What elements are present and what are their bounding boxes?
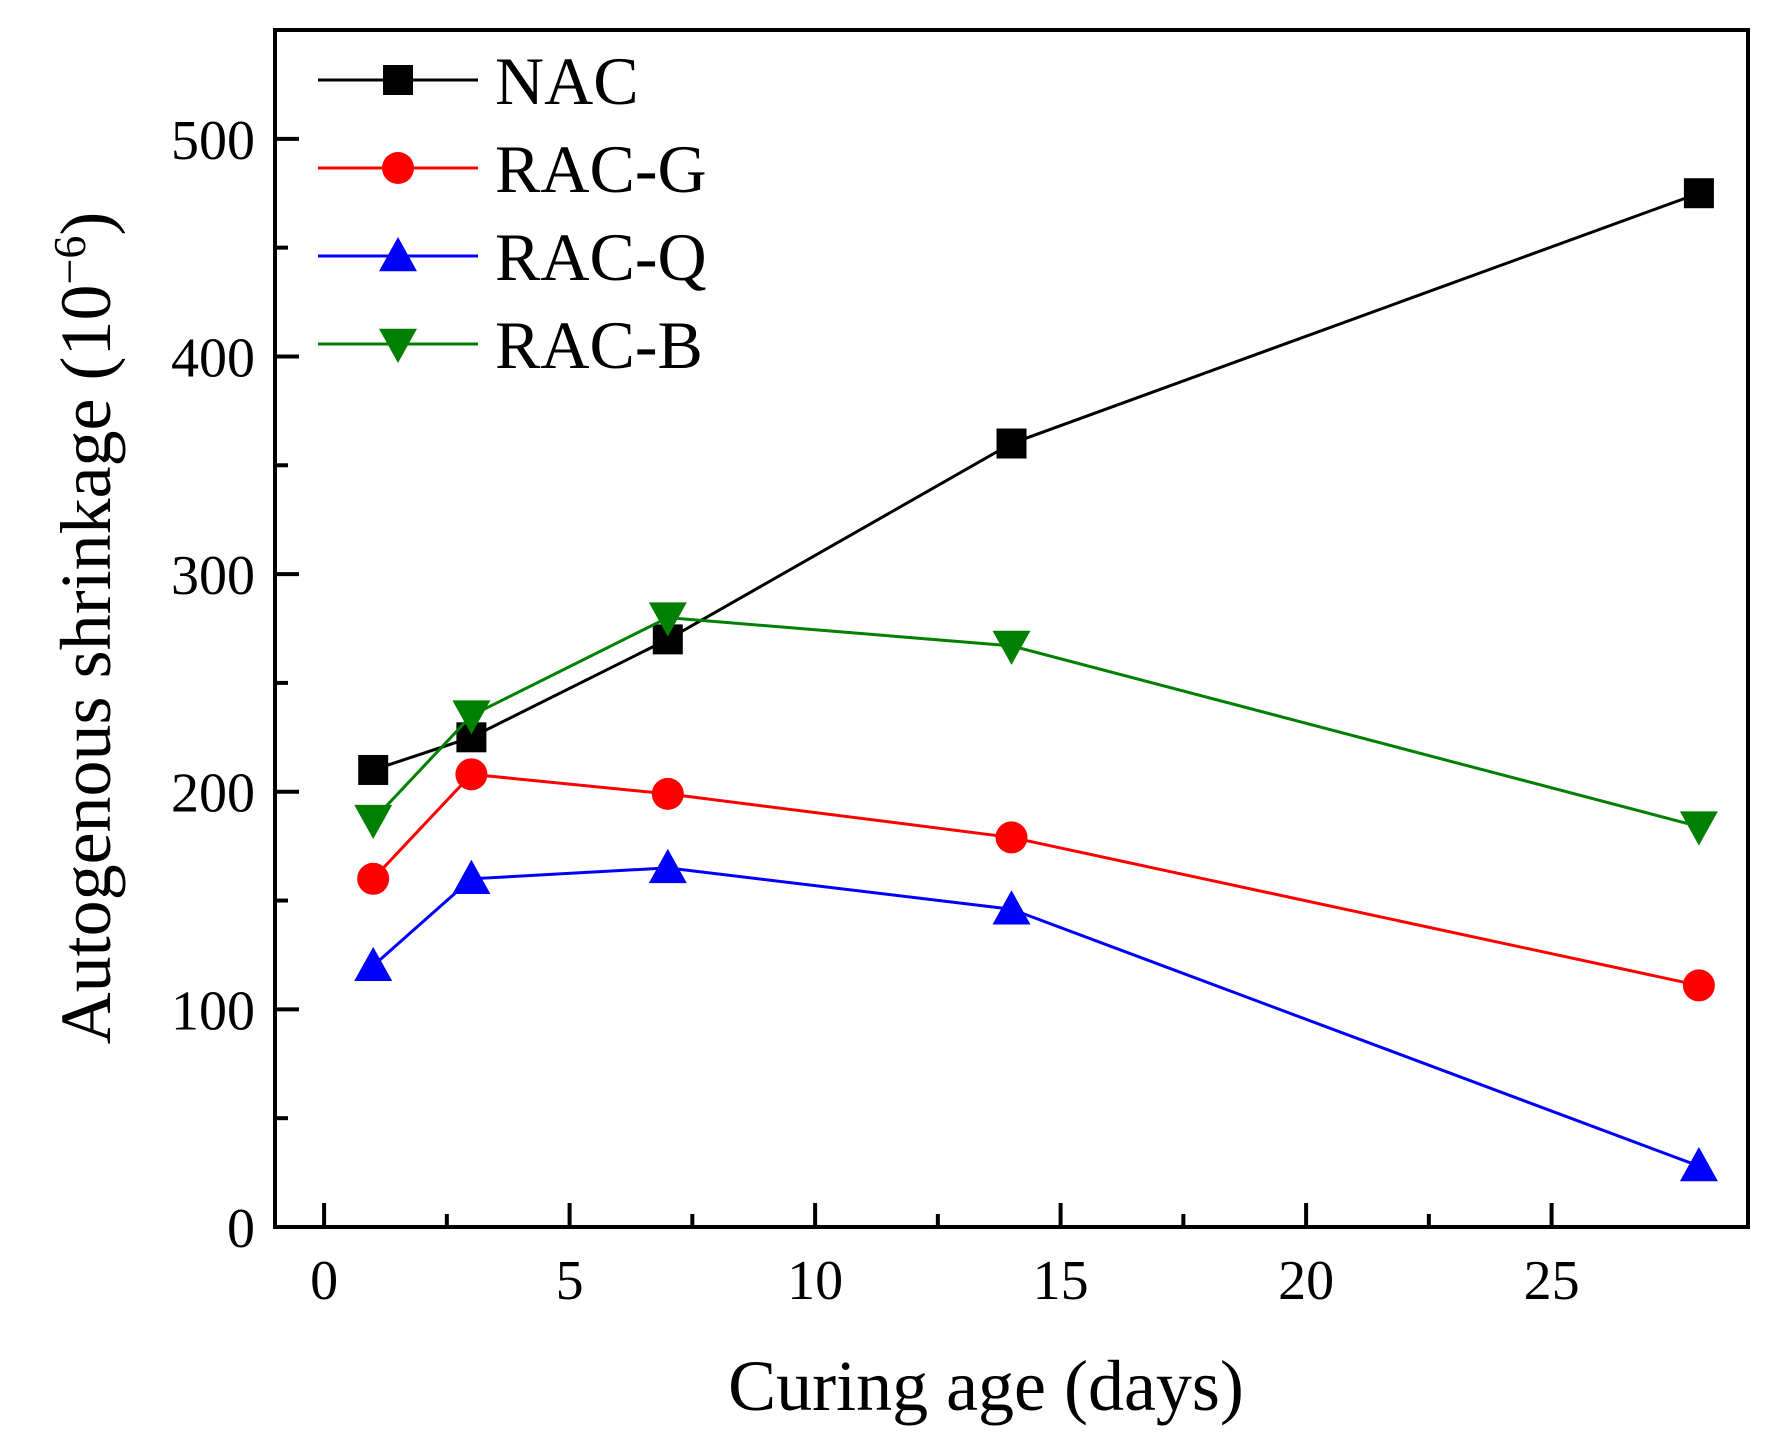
data-point-rac-q	[992, 890, 1031, 925]
series-rac-q	[354, 848, 1718, 1182]
data-point-rac-g	[1682, 969, 1715, 1002]
series-rac-b	[354, 602, 1718, 846]
legend-marker-nac	[383, 65, 413, 95]
y-axis-title-exponent: −6	[44, 236, 95, 285]
data-point-nac	[358, 754, 389, 785]
legend-label-rac-b: RAC-B	[495, 307, 703, 383]
data-point-nac	[996, 428, 1027, 459]
y-axis: 0 100 200 300 400 500	[171, 110, 299, 1260]
data-point-rac-g	[455, 758, 488, 791]
x-tick-label: 0	[310, 1250, 338, 1312]
data-point-nac	[1683, 178, 1714, 209]
x-tick-label: 25	[1524, 1250, 1580, 1312]
data-point-rac-b	[354, 804, 393, 840]
x-axis-title: Curing age (days)	[728, 1346, 1244, 1426]
data-point-rac-b	[452, 700, 491, 735]
data-point-rac-b	[648, 602, 687, 637]
y-axis-title-close: )	[46, 212, 126, 236]
legend-label-rac-g: RAC-G	[495, 131, 707, 207]
data-point-rac-q	[354, 946, 393, 982]
legend-label-rac-q: RAC-Q	[495, 219, 707, 295]
x-tick-label: 5	[556, 1250, 584, 1312]
y-axis-title-main: Autogenous shrinkage (10	[46, 285, 126, 1045]
data-point-rac-g	[357, 862, 390, 895]
series-rac-g	[357, 758, 1715, 1002]
legend-item-rac-b: RAC-B	[318, 307, 703, 383]
series-line-rac-q	[372, 866, 1700, 1168]
legend-item-nac: NAC	[318, 43, 639, 119]
series-layer	[354, 178, 1718, 1182]
series-line-rac-g	[372, 772, 1700, 987]
legend-item-rac-q: RAC-Q	[318, 219, 707, 295]
data-point-rac-q	[1679, 1147, 1718, 1182]
data-point-rac-q	[452, 859, 491, 894]
y-tick-label: 0	[227, 1198, 255, 1260]
legend-marker-rac-g	[382, 152, 414, 184]
x-tick-label: 15	[1033, 1250, 1089, 1312]
legend-marker-rac-q	[379, 237, 417, 272]
data-point-rac-b	[992, 630, 1031, 665]
y-tick-label: 300	[171, 545, 255, 607]
x-tick-label: 20	[1278, 1250, 1334, 1312]
plot-frame	[273, 28, 1750, 1229]
data-point-rac-g	[995, 821, 1028, 854]
y-tick-label: 100	[171, 980, 255, 1042]
legend: NAC RAC-G RAC-Q RAC-B	[318, 43, 707, 383]
x-axis: 0 5 10 15 20 25	[310, 1203, 1580, 1312]
y-tick-label: 200	[171, 763, 255, 825]
series-line-rac-b	[372, 616, 1700, 828]
y-tick-label: 400	[171, 327, 255, 389]
legend-label-nac: NAC	[495, 43, 639, 119]
data-point-rac-q	[648, 848, 687, 884]
data-point-rac-b	[1679, 811, 1718, 846]
y-tick-label: 500	[171, 110, 255, 172]
legend-marker-rac-b	[379, 328, 417, 363]
x-tick-label: 10	[787, 1250, 843, 1312]
y-axis-title: Autogenous shrinkage (10−6)	[44, 212, 127, 1045]
data-point-rac-g	[651, 777, 684, 810]
legend-item-rac-g: RAC-G	[318, 131, 707, 207]
